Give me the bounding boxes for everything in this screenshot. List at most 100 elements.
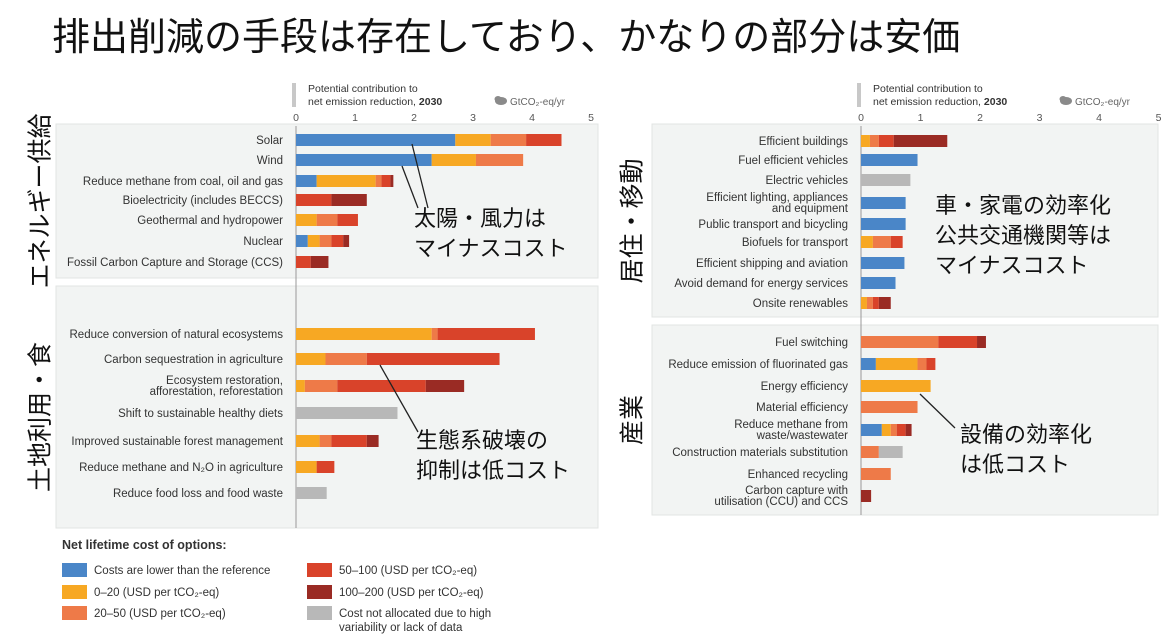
- category-label: Bioelectricity (includes BECCS): [123, 195, 284, 207]
- legend-title: Net lifetime cost of options:: [62, 538, 227, 552]
- category-label: Efficient shipping and aviation: [696, 258, 848, 270]
- bar-segment: [319, 235, 332, 247]
- annotation-text: 太陽・風力は: [414, 207, 546, 232]
- bar-segment: [861, 218, 906, 230]
- annotation-text: マイナスコスト: [935, 254, 1089, 279]
- x-tick-label: 4: [529, 112, 535, 124]
- category-label: Construction materials substitution: [672, 447, 848, 459]
- bar-segment: [390, 175, 394, 187]
- legend-label: 20–50 (USD per tCO₂-eq): [94, 608, 226, 620]
- category-label: Reduce methane from coal, oil and gas: [83, 176, 283, 188]
- category-label: Reduce food loss and food waste: [113, 488, 283, 500]
- annotation-leader-line: [379, 364, 419, 433]
- bar-segment: [375, 175, 382, 187]
- bar-segment: [296, 194, 332, 206]
- group-label: 産業: [618, 395, 647, 445]
- bar-segment: [431, 154, 476, 166]
- bar-segment: [861, 236, 873, 248]
- bar-segment: [878, 446, 903, 458]
- bar-segment: [343, 235, 350, 247]
- bar-segment: [331, 194, 367, 206]
- annotation-text: 設備の効率化: [960, 423, 1092, 448]
- category-label: Biofuels for transport: [742, 237, 849, 249]
- category-label: Reduce conversion of natural ecosystems: [70, 329, 284, 341]
- category-label: utilisation (CCU) and CCS: [714, 496, 848, 508]
- bar-segment: [861, 424, 882, 436]
- group-label: エネルギー供給: [26, 113, 55, 288]
- bar-segment: [977, 336, 986, 348]
- annotation-leader-line: [401, 165, 419, 209]
- category-label: Efficient lighting, appliances: [706, 192, 848, 204]
- bar-segment: [861, 401, 918, 413]
- x-tick-label: 3: [470, 112, 476, 124]
- category-label: Reduce methane and N₂O in agriculture: [79, 462, 283, 474]
- bar-segment: [381, 175, 391, 187]
- category-label: Carbon sequestration in agriculture: [104, 354, 283, 366]
- x-tick-label: 5: [588, 112, 594, 124]
- category-label: Shift to sustainable healthy diets: [118, 408, 283, 420]
- category-label: Fuel efficient vehicles: [738, 155, 848, 167]
- annotation-text: 車・家電の効率化: [935, 194, 1111, 219]
- bar-segment: [490, 134, 527, 146]
- category-label: Wind: [257, 155, 283, 167]
- category-label: afforestation, reforestation: [150, 386, 283, 398]
- annotation-leader-line: [411, 143, 429, 209]
- bar-segment: [861, 135, 870, 147]
- category-label: Solar: [256, 135, 283, 147]
- x-tick-label: 2: [977, 112, 983, 124]
- bar-segment: [872, 297, 879, 309]
- category-label: Ecosystem restoration,: [166, 375, 283, 387]
- category-label: Energy efficiency: [761, 381, 849, 393]
- bar-segment: [366, 435, 379, 447]
- bar-segment: [310, 256, 329, 268]
- bar-segment: [861, 277, 896, 289]
- x-tick-label: 3: [1037, 112, 1043, 124]
- legend-label: variability or lack of data: [339, 622, 463, 634]
- category-label: Electric vehicles: [766, 175, 849, 187]
- bar-segment: [890, 424, 897, 436]
- category-label: Geothermal and hydropower: [137, 215, 283, 227]
- x-tick-label: 2: [411, 112, 417, 124]
- bar-segment: [316, 175, 376, 187]
- annotation-text: は低コスト: [960, 453, 1070, 478]
- axis-header-part: net emission reduction,: [873, 96, 984, 108]
- axis-header: Potential contribution to: [308, 83, 418, 95]
- bar-segment: [878, 297, 891, 309]
- group-label: 土地利用・食: [26, 342, 55, 492]
- bar-segment: [878, 135, 894, 147]
- bar-segment: [325, 353, 367, 365]
- legend: Net lifetime cost of options: Costs are l…: [62, 538, 491, 634]
- annotation-text: マイナスコスト: [414, 237, 568, 262]
- bar-segment: [526, 134, 562, 146]
- bar-segment: [337, 214, 358, 226]
- bar-segment: [366, 353, 500, 365]
- annotation-text: 公共交通機関等は: [935, 224, 1111, 249]
- category-label: Reduce emission of fluorinated gas: [668, 359, 848, 371]
- bar-segment: [881, 424, 891, 436]
- category-label: waste/wastewater: [756, 430, 849, 442]
- legend-swatch: [62, 585, 87, 599]
- category-label: Nuclear: [243, 236, 283, 248]
- category-label: Fuel switching: [775, 337, 848, 349]
- bar-segment: [316, 461, 335, 473]
- category-label: Carbon capture with: [745, 485, 848, 497]
- bar-segment: [861, 297, 867, 309]
- axis-header: Potential contribution to: [873, 83, 983, 95]
- bar-segment: [875, 358, 918, 370]
- category-label: Reduce methane from: [734, 419, 848, 431]
- bar-segment: [337, 380, 426, 392]
- axis-header-marker: [857, 83, 861, 107]
- legend-swatch: [62, 606, 87, 620]
- legend-swatch: [62, 563, 87, 577]
- bar-segment: [917, 358, 927, 370]
- bar-segment: [296, 328, 432, 340]
- bar-segment: [296, 435, 320, 447]
- bar-segment: [938, 336, 978, 348]
- bar-segment: [905, 424, 912, 436]
- bar-segment: [861, 468, 891, 480]
- bar-segment: [296, 461, 317, 473]
- bar-segment: [861, 257, 905, 269]
- bar-segment: [896, 424, 906, 436]
- category-label: and equipment: [772, 203, 849, 215]
